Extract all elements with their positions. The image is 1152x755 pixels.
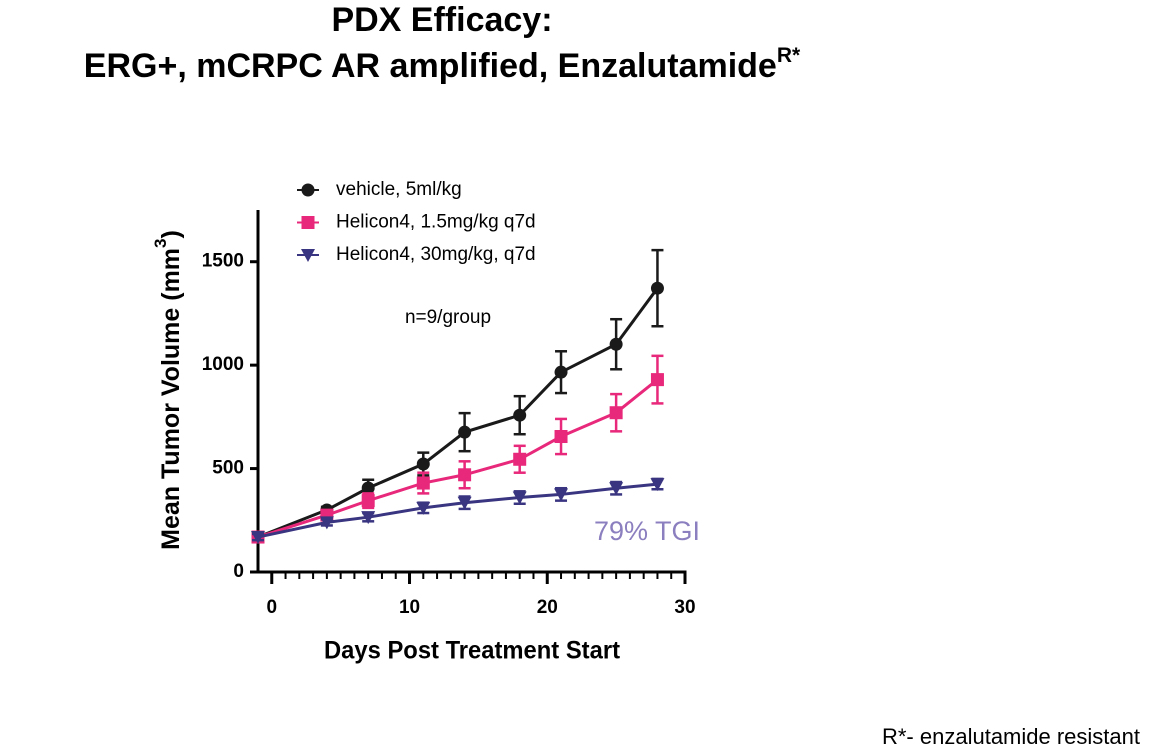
point — [650, 478, 665, 492]
x-tick-label: 30 — [674, 597, 695, 618]
x-axis-label: Days Post Treatment Start — [324, 637, 621, 665]
x-tick-label: 0 — [266, 597, 277, 618]
footnote: R*- enzalutamide resistant — [882, 724, 1140, 749]
point — [554, 488, 569, 502]
point — [650, 281, 664, 295]
chart-title: PDX Efficacy: — [331, 1, 552, 39]
point — [361, 511, 376, 525]
chart-title: ERG+, mCRPC AR amplified, EnzalutamideR* — [84, 44, 801, 85]
y-tick-label: 0 — [233, 561, 244, 582]
point — [609, 406, 623, 420]
annotation: 79% TGI — [594, 516, 700, 546]
y-tick-label: 1000 — [202, 354, 244, 375]
annotation: n=9/group — [405, 307, 491, 328]
point — [554, 430, 568, 444]
x-tick-label: 10 — [399, 597, 420, 618]
y-axis-label: Mean Tumor Volume (mm3) — [151, 230, 184, 550]
point — [650, 373, 664, 387]
chart-title: ERG+, mCRPC AR amplified, Enzalutamide — [84, 47, 777, 85]
point — [251, 531, 265, 545]
point — [416, 501, 431, 515]
y-axis-label-superscript: 3 — [151, 238, 170, 247]
legend-label: Helicon4, 1.5mg/kg q7d — [336, 212, 536, 233]
point — [416, 457, 430, 471]
point — [513, 408, 527, 422]
y-tick-label: 1500 — [202, 251, 244, 272]
point — [458, 425, 472, 439]
point — [416, 476, 430, 490]
y-axis-label: ) — [157, 230, 185, 238]
legend-marker — [301, 183, 315, 197]
legend-label: vehicle, 5ml/kg — [336, 179, 462, 200]
y-tick-label: 500 — [212, 458, 244, 479]
y-axis-label: Mean Tumor Volume (mm — [157, 248, 185, 550]
point — [458, 468, 472, 482]
point — [361, 481, 375, 495]
x-tick-label: 20 — [537, 597, 558, 618]
point — [513, 452, 527, 466]
point — [361, 494, 375, 508]
legend-marker — [301, 216, 315, 229]
point — [609, 337, 623, 351]
point — [457, 496, 472, 510]
title-superscript: R* — [777, 44, 801, 67]
point — [554, 365, 568, 379]
point — [609, 482, 624, 496]
legend-marker — [301, 249, 315, 262]
point — [319, 516, 334, 530]
legend-label: Helicon4, 30mg/kg, q7d — [336, 244, 536, 265]
point — [512, 491, 527, 505]
